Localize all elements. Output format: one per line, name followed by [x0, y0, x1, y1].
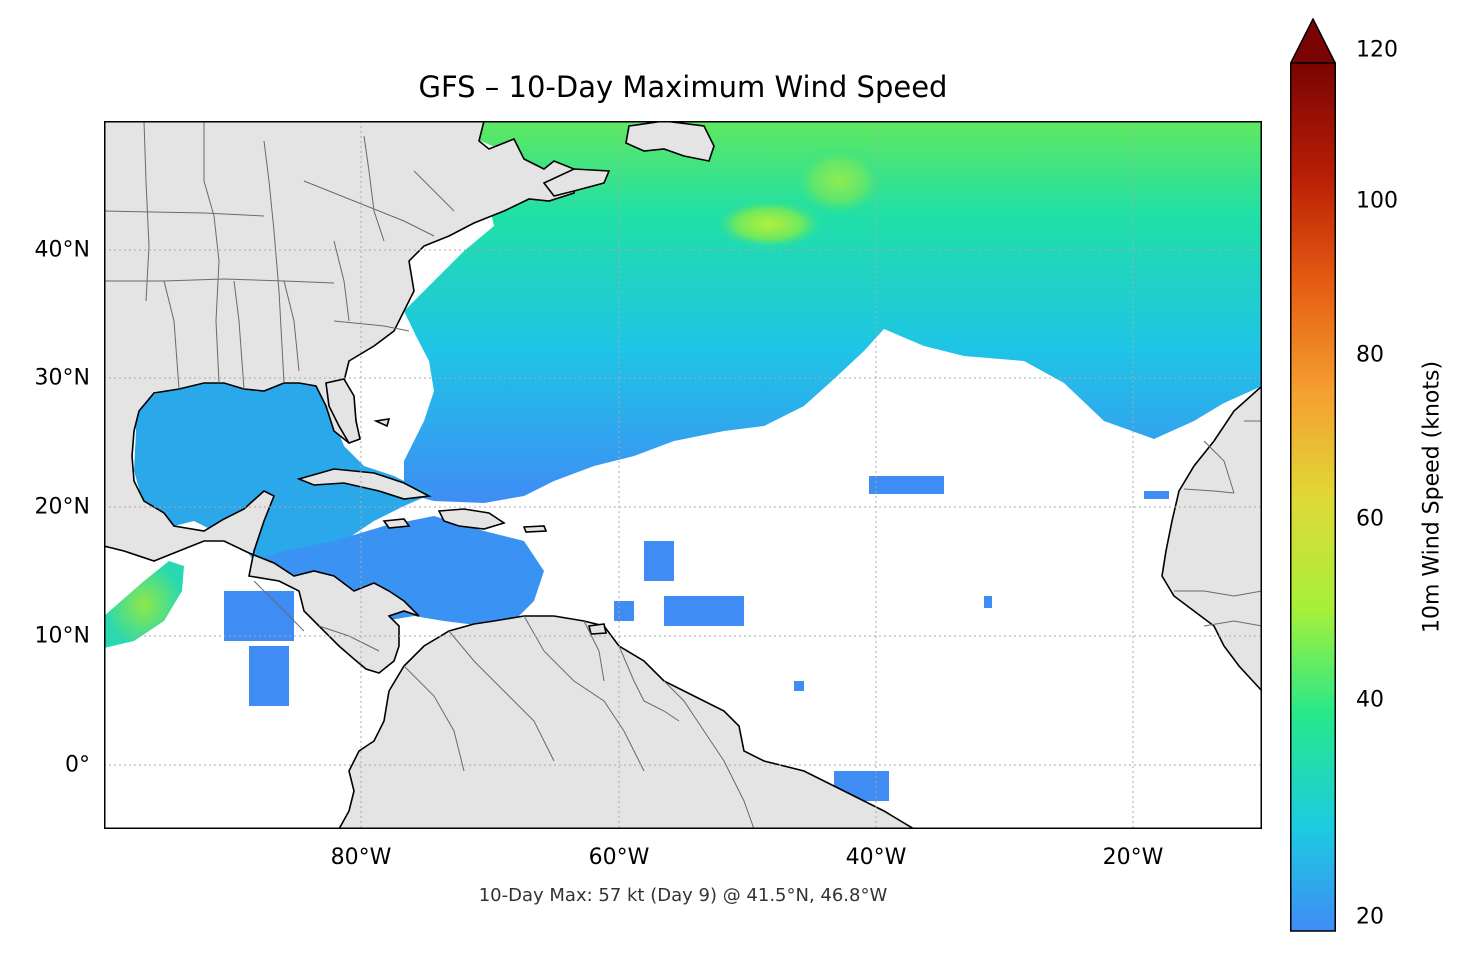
colorbar-tick-100: 100 — [1356, 188, 1398, 214]
colorbar-tick-80: 80 — [1356, 342, 1384, 368]
land-puerto-rico — [522, 525, 548, 533]
political-borders — [104, 121, 1262, 829]
colorbar-tick-20: 20 — [1356, 904, 1384, 930]
land-trinidad — [588, 623, 607, 635]
colorbar-label: 10m Wind Speed (knots) — [1419, 360, 1445, 634]
lon-label-20w: 20°W — [1102, 845, 1164, 870]
land-cuba — [296, 468, 432, 500]
colorbar-extend-arrow — [1289, 17, 1337, 64]
colorbar-tick-120: 120 — [1356, 37, 1398, 63]
lat-label-30n: 30°N — [34, 365, 90, 391]
wind-field-gulf — [134, 376, 434, 561]
graticule — [104, 121, 1262, 829]
map-frame — [104, 121, 1262, 829]
map-title: GFS – 10-Day Maximum Wind Speed — [418, 70, 948, 104]
lon-label-60w: 60°W — [588, 845, 650, 870]
map-canvas — [104, 121, 1262, 829]
land-jamaica — [382, 518, 411, 529]
land-newfoundland — [625, 121, 715, 162]
wind-max-feature — [714, 199, 824, 249]
colorbar-tick-60: 60 — [1356, 506, 1384, 532]
colorbar — [1289, 17, 1344, 932]
colorbar-gradient — [1290, 62, 1336, 932]
land-bahamas — [373, 418, 391, 428]
lon-label-40w: 40°W — [845, 845, 907, 870]
wind-field-caribbean — [254, 516, 544, 626]
wind-high-region — [794, 146, 884, 216]
lat-label-0: 0° — [65, 752, 90, 778]
lon-label-80w: 80°W — [330, 845, 392, 870]
land-florida — [325, 378, 361, 444]
wind-field-east-pacific — [104, 561, 184, 648]
land-nova-scotia — [542, 168, 611, 197]
land-hispaniola — [437, 508, 506, 530]
lat-label-40n: 40°N — [34, 237, 90, 263]
max-wind-footnote: 10-Day Max: 57 kt (Day 9) @ 41.5°N, 46.8… — [478, 885, 888, 906]
lat-label-20n: 20°N — [34, 494, 90, 520]
lat-label-10n: 10°N — [34, 623, 90, 649]
land-africa — [1161, 384, 1262, 693]
wind-map[interactable] — [104, 121, 1262, 829]
colorbar-tick-40: 40 — [1356, 687, 1384, 713]
